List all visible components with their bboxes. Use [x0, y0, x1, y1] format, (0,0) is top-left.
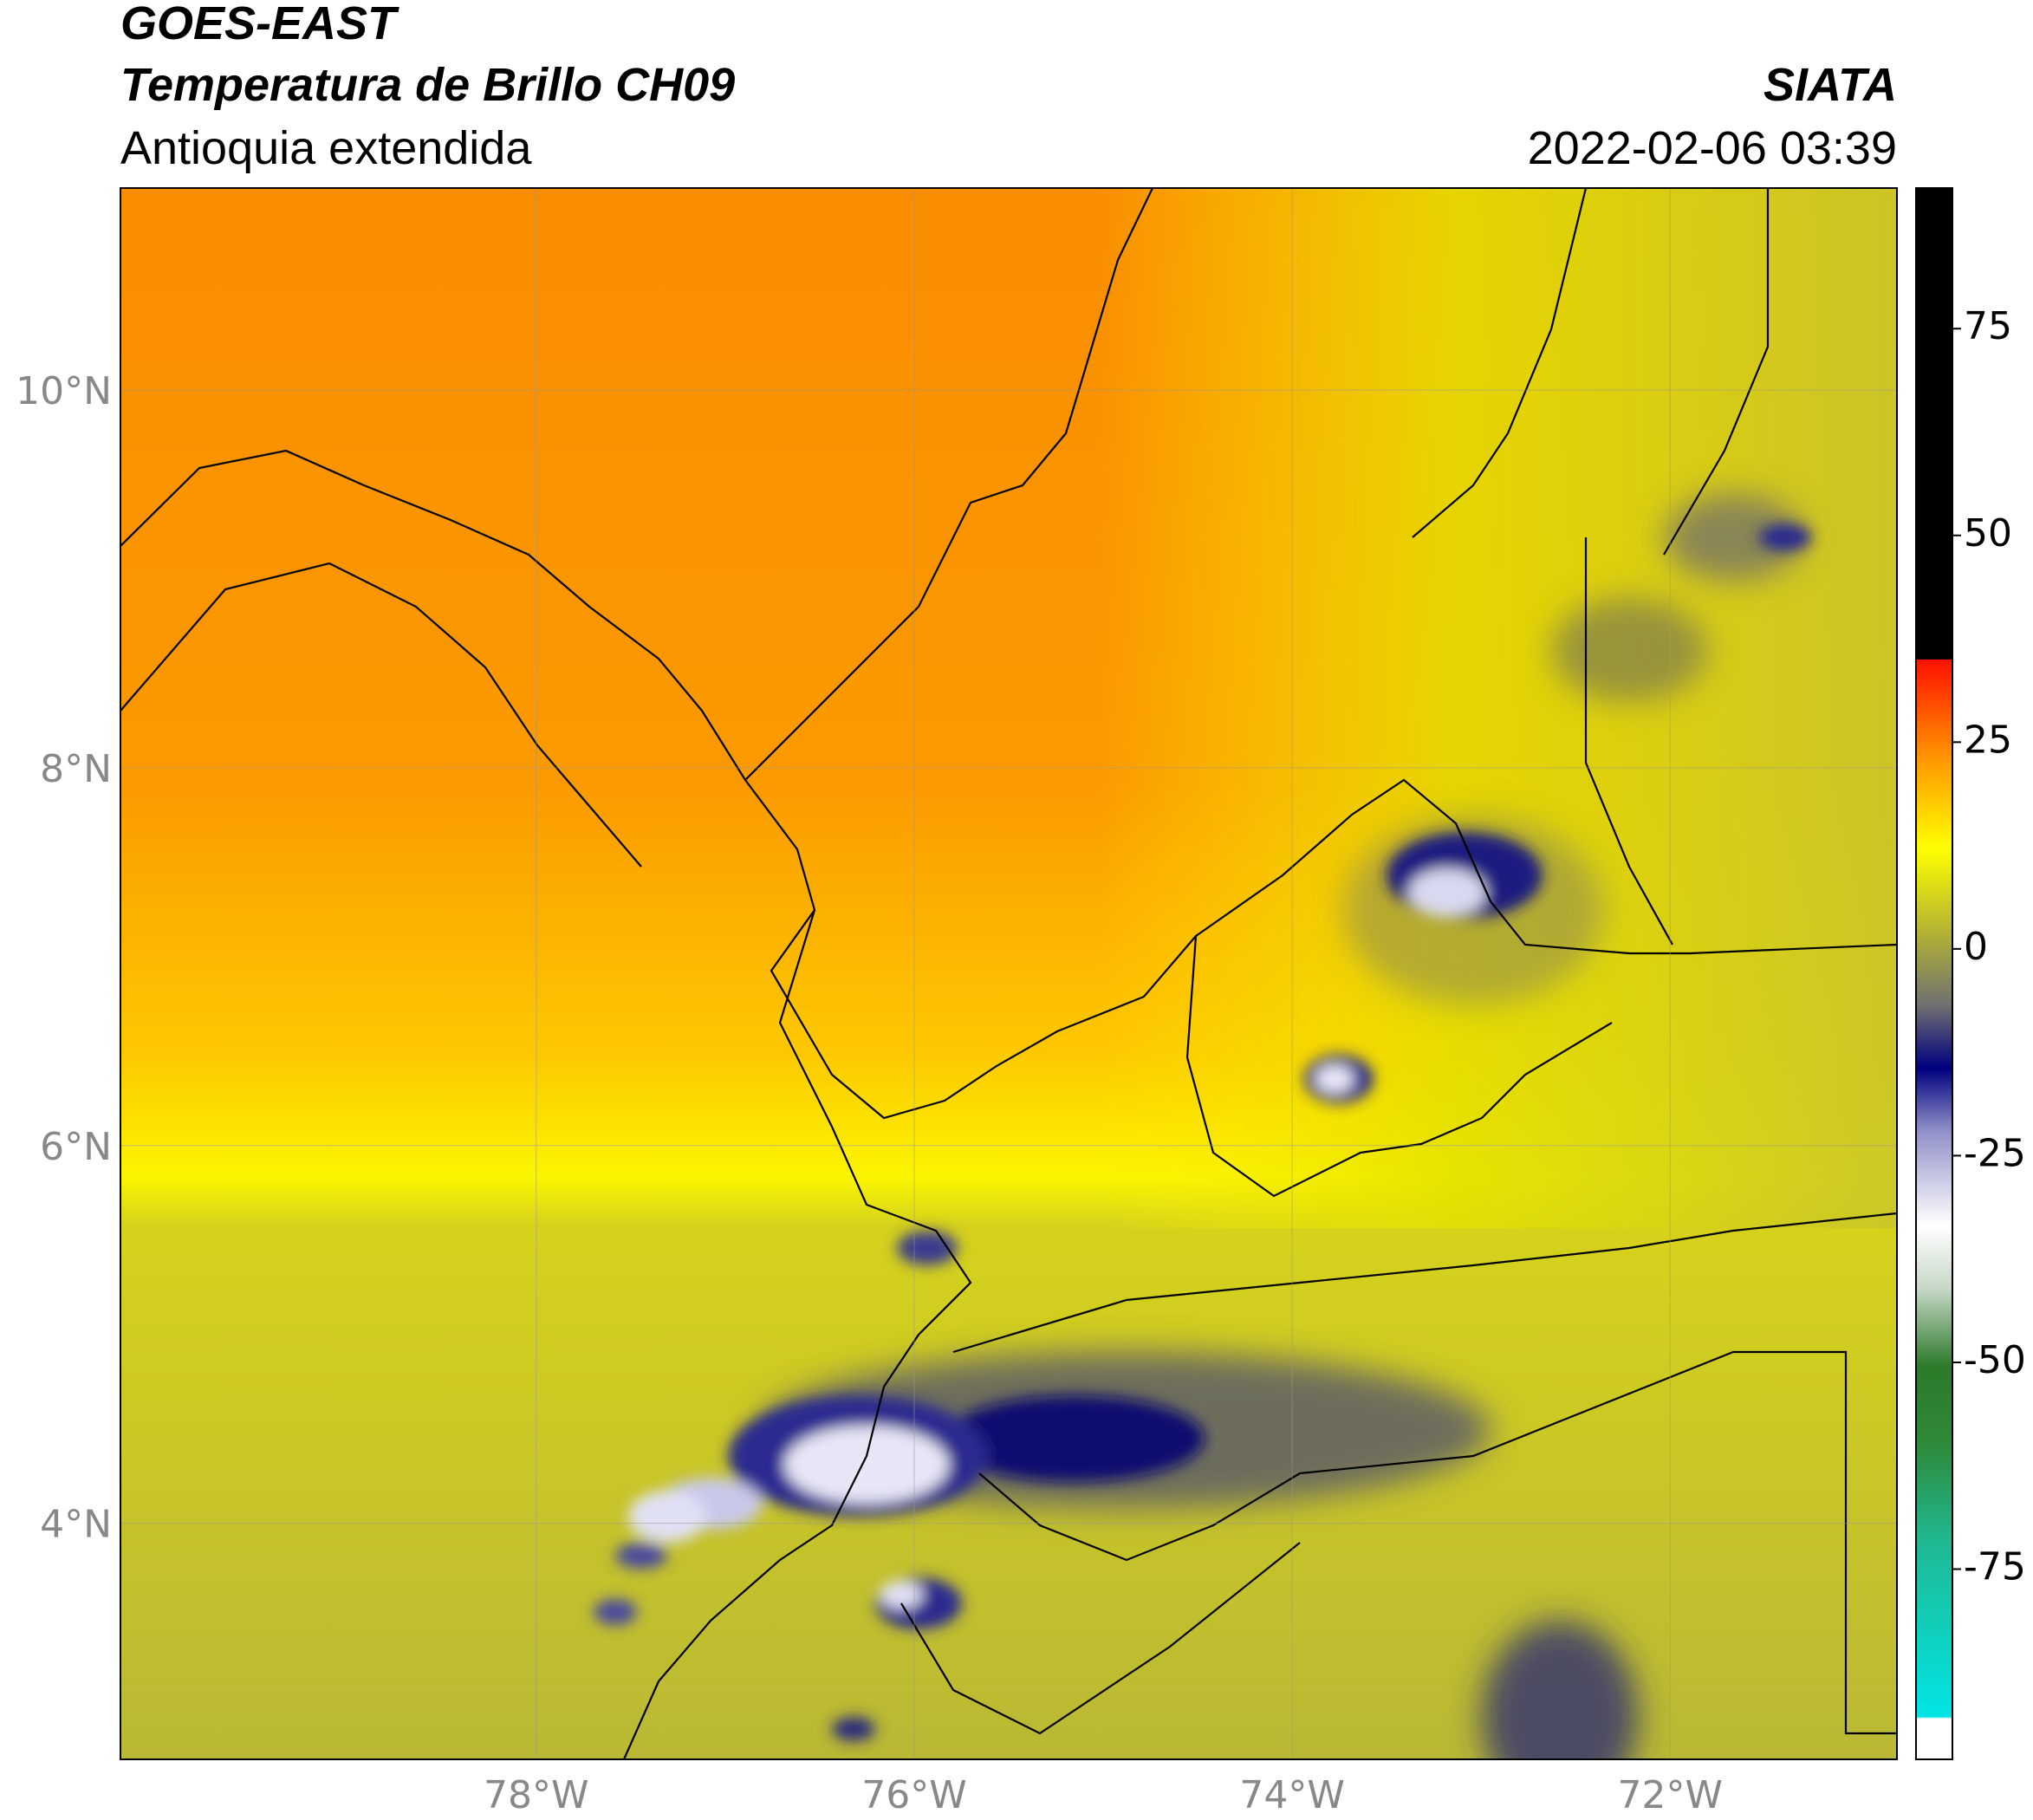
colorbar-tick-label: -75	[1964, 1545, 2026, 1589]
y-tick-label: 8°N	[40, 747, 112, 791]
y-tick-label: 4°N	[40, 1503, 112, 1547]
temperature-field	[120, 188, 1897, 1228]
source: SIATA	[1763, 59, 1897, 111]
cold-clouds	[594, 523, 1811, 1741]
colorbar-tick-label: 0	[1964, 925, 1988, 969]
colorbar-tick-label: 25	[1964, 718, 2012, 762]
map-frame	[120, 187, 1898, 1760]
colorbar-tick-label: -25	[1964, 1131, 2026, 1175]
map-image	[120, 188, 1897, 1759]
x-tick-label: 76°W	[861, 1773, 967, 1817]
x-tick-label: 74°W	[1239, 1773, 1345, 1817]
borders	[120, 188, 1897, 1759]
x-tick-label: 78°W	[484, 1773, 589, 1817]
colorbar-tick-label: -50	[1964, 1338, 2026, 1382]
y-tick-label: 10°N	[16, 369, 112, 413]
region: Antioquia extendida	[120, 122, 532, 174]
grid	[120, 188, 1897, 1759]
colorbar-frame	[1915, 187, 1953, 1760]
y-tick-label: 6°N	[40, 1125, 112, 1169]
colorbar-tick-label: 75	[1964, 304, 2012, 348]
colorbar-tick-label: 50	[1964, 511, 2012, 556]
title: GOES-EAST	[120, 0, 399, 49]
colorbar-upper	[1916, 188, 1952, 660]
x-tick-label: 72°W	[1618, 1773, 1724, 1817]
datetime: 2022-02-06 03:39	[1528, 122, 1897, 174]
subtitle: Temperatura de Brillo CH09	[120, 59, 735, 111]
